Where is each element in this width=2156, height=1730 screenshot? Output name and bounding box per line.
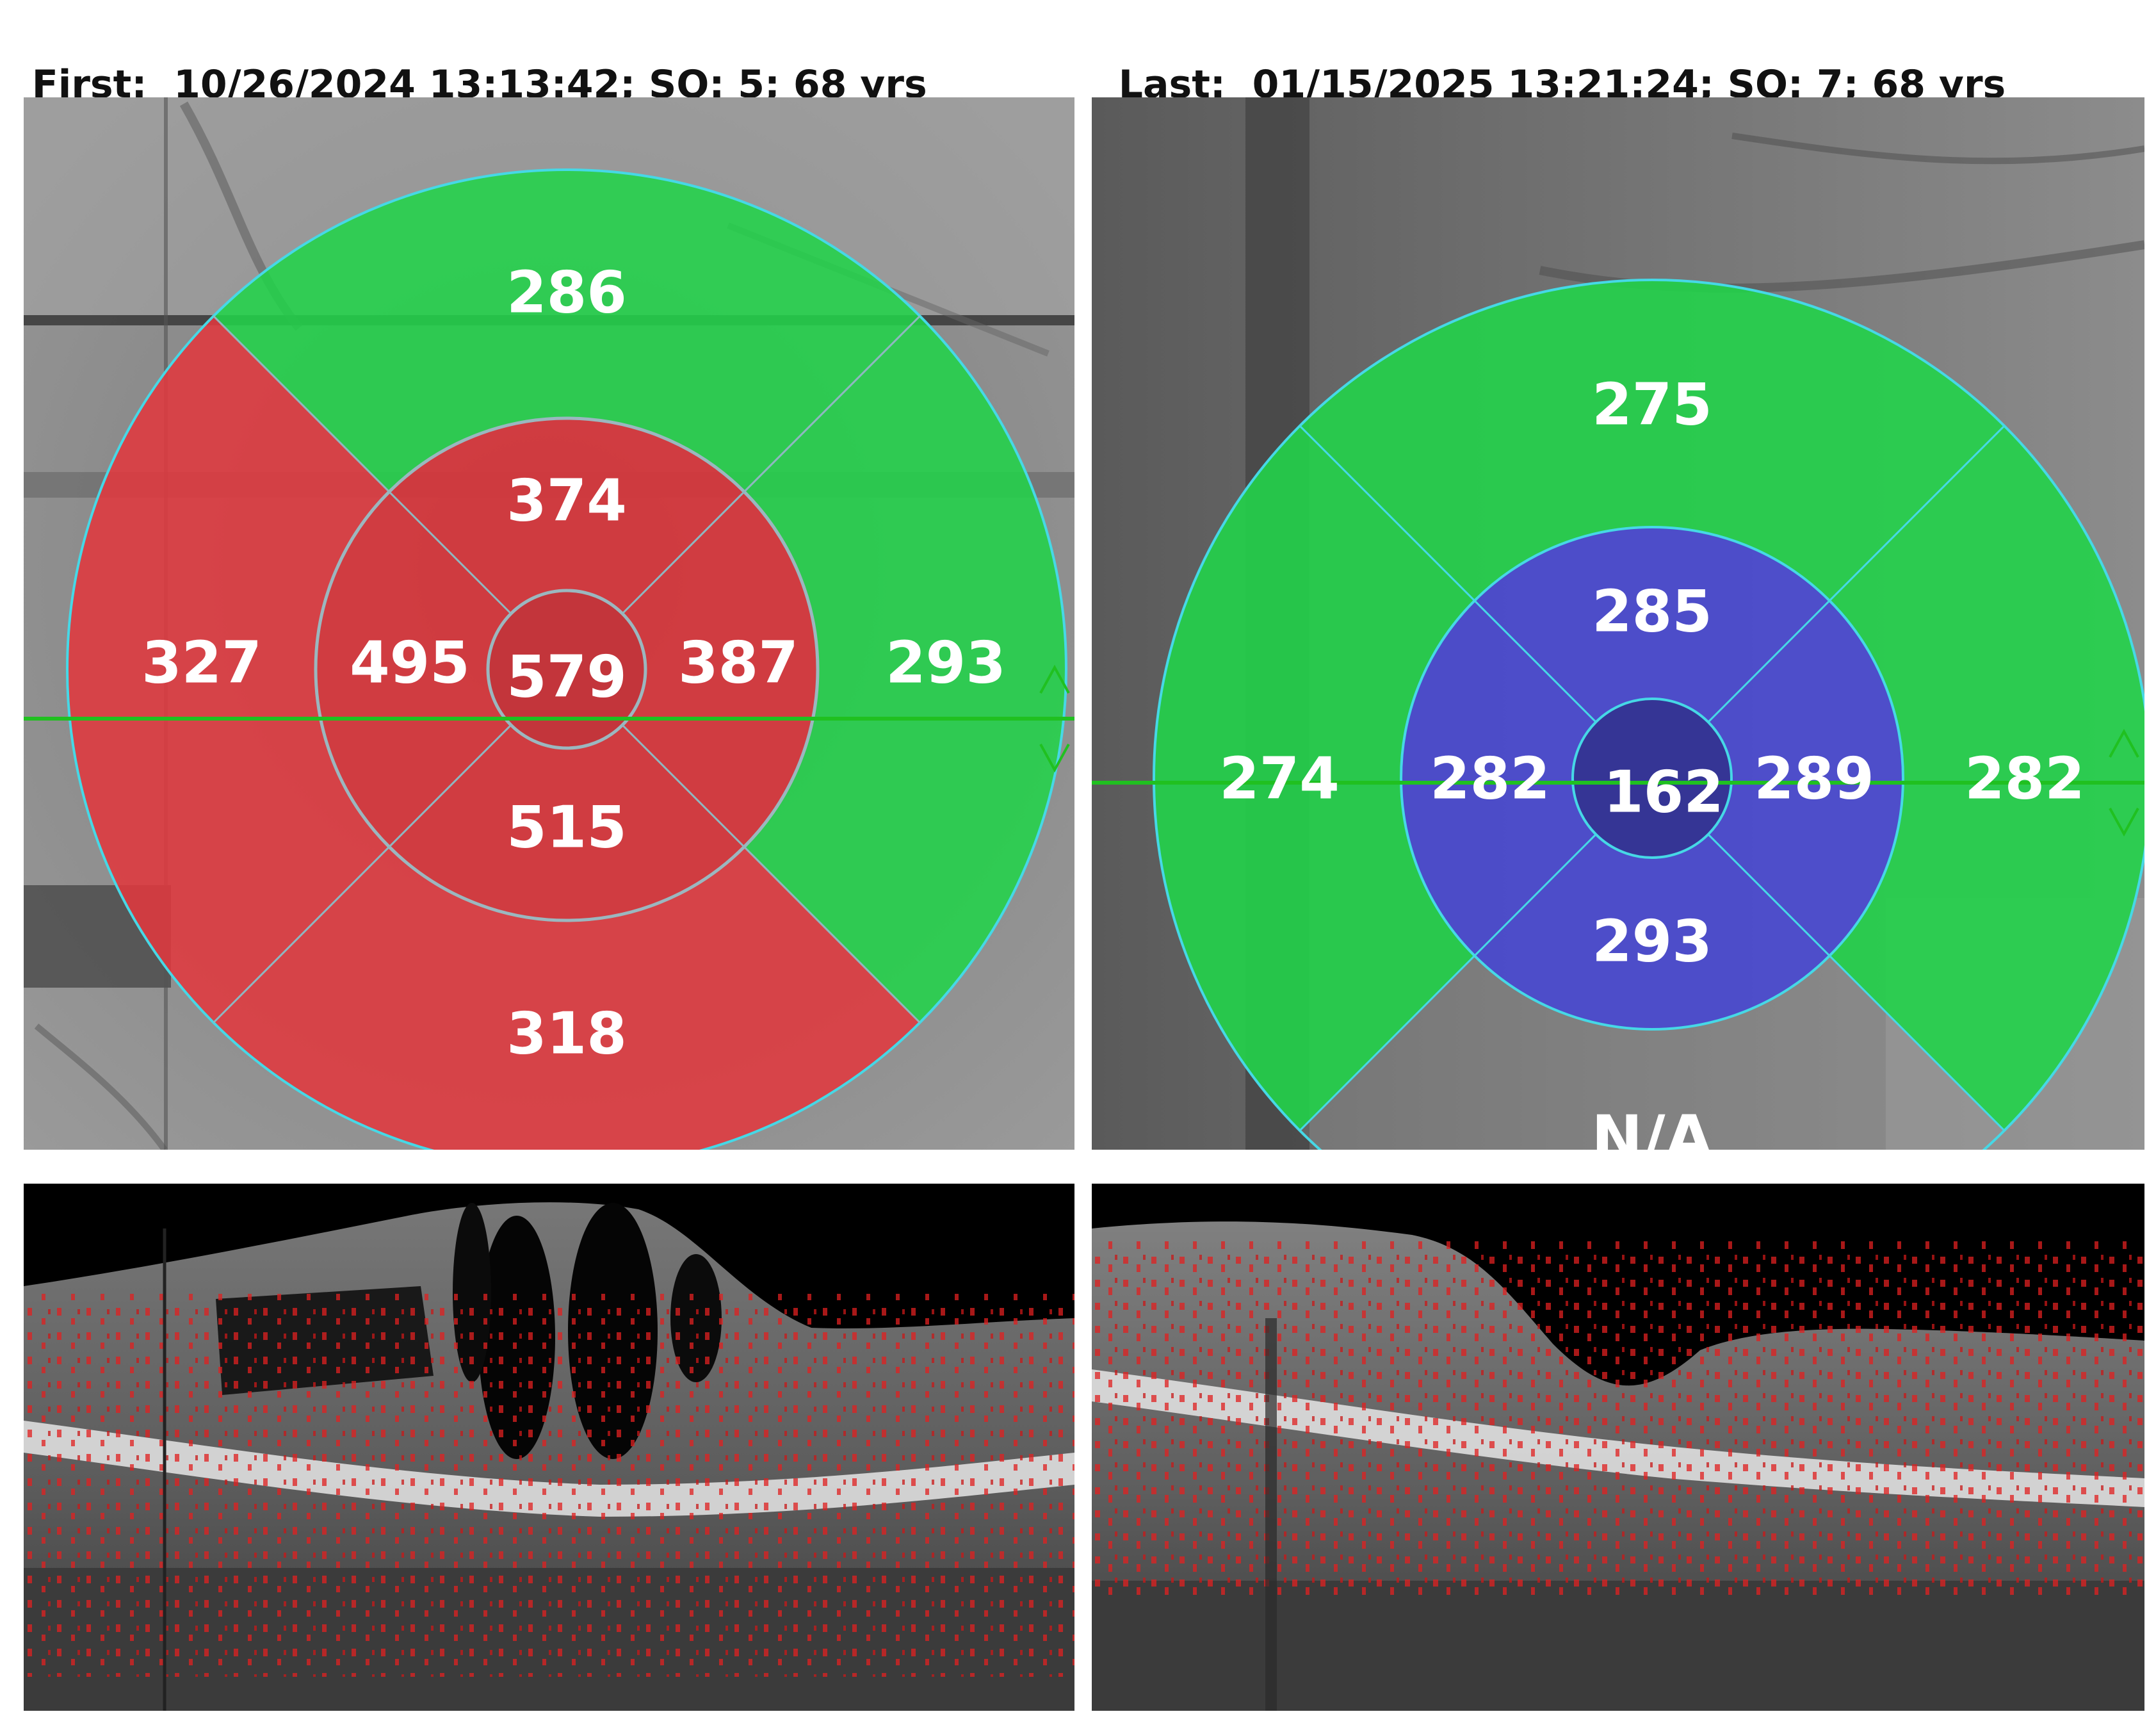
first-outer-temporal-sector[interactable]: [67, 316, 389, 1023]
first-inner-inferior-value: 515: [507, 794, 627, 861]
etdrs-grid-first: [66, 168, 1067, 1150]
last-inner-inferior-value: 293: [1592, 908, 1712, 975]
first-inner-nasal-sector[interactable]: [622, 491, 818, 847]
first-inner-temporal-value: 495: [350, 630, 470, 697]
last-scan-header: Last: 01/15/2025 13:21:24; SQ: 7; 68 yrs: [1092, 4, 2006, 107]
first-outer-nasal-value: 293: [886, 630, 1006, 697]
last-inner-inferior-sector[interactable]: [1474, 834, 1830, 1030]
scan-line-arrow-icon[interactable]: [2109, 728, 2139, 837]
last-outer-temporal-value: 274: [1219, 746, 1340, 813]
last-outer-superior-value: 275: [1592, 371, 1712, 439]
first-outer-temporal-value: 327: [142, 630, 262, 697]
last-oct-bscan[interactable]: [1092, 1184, 2144, 1711]
last-outer-superior-sector[interactable]: [1299, 280, 2005, 601]
last-inner-nasal-sector[interactable]: [1708, 600, 1904, 956]
last-outer-nasal-sector[interactable]: [1829, 425, 2144, 1131]
first-oct-bscan[interactable]: [24, 1184, 1074, 1711]
first-outer-inferior-sector[interactable]: [213, 847, 920, 1150]
first-inner-superior-value: 374: [507, 468, 627, 535]
first-inner-temporal-sector[interactable]: [315, 491, 511, 847]
first-inner-nasal-value: 387: [678, 630, 798, 697]
last-center-sector[interactable]: [1573, 699, 1731, 858]
first-inner-superior-sector[interactable]: [389, 418, 745, 614]
last-inner-nasal-value: 289: [1754, 746, 1874, 813]
first-inner-inferior-sector[interactable]: [389, 725, 745, 921]
first-center-value: 579: [507, 644, 627, 711]
etdrs-grid-last: [1153, 279, 2144, 1150]
last-fundus-thickness-map[interactable]: 275 285 274 282 162 289 282 293 N/A: [1092, 97, 2144, 1150]
first-outer-superior-value: 286: [507, 259, 627, 327]
first-outer-superior-sector[interactable]: [213, 170, 920, 492]
first-outer-nasal-sector[interactable]: [744, 316, 1066, 1023]
last-inner-superior-sector[interactable]: [1474, 526, 1830, 722]
scan-line-arrow-icon[interactable]: [1039, 664, 1070, 773]
first-scan-header: First: 10/26/2024 13:13:42; SQ: 5; 68 yr…: [5, 4, 927, 107]
last-center-value: 162: [1603, 759, 1724, 826]
last-outer-inferior-value: N/A: [1591, 1102, 1713, 1150]
first-fundus-thickness-map[interactable]: 286 374 327 495 579 387 293 515 318: [24, 97, 1074, 1150]
last-inner-temporal-value: 282: [1430, 746, 1550, 813]
last-outer-inferior-sector[interactable]: [1299, 956, 2005, 1150]
last-outer-nasal-value: 282: [1965, 746, 2085, 813]
last-inner-superior-value: 285: [1592, 578, 1712, 646]
last-outer-temporal-sector[interactable]: [1154, 425, 1475, 1131]
first-outer-inferior-value: 318: [507, 1000, 627, 1068]
first-center-sector[interactable]: [488, 591, 645, 748]
last-inner-temporal-sector[interactable]: [1400, 600, 1596, 956]
